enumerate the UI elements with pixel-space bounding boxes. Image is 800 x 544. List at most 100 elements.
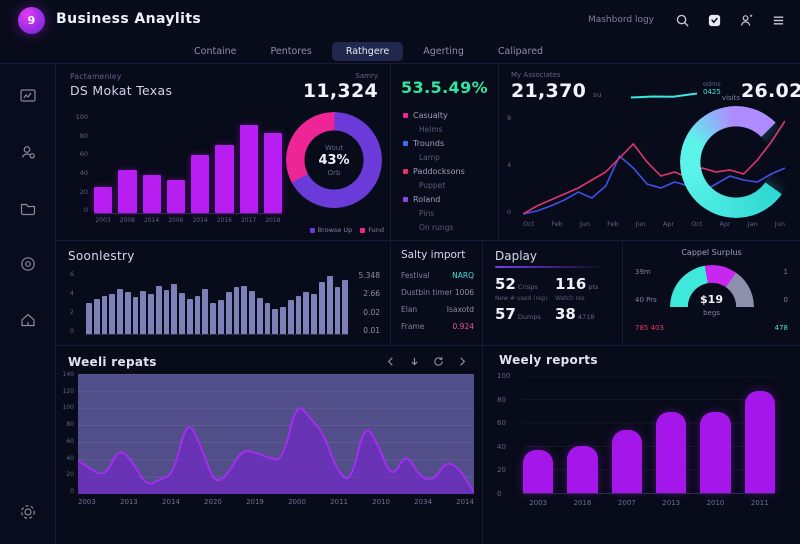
ytick: 0	[507, 208, 512, 216]
xtick: Feb	[607, 220, 619, 228]
traffic-metric-label: My Associates	[511, 71, 561, 79]
tab-pentores[interactable]: Pentores	[270, 46, 312, 57]
market-metric-label: Samry	[355, 72, 378, 80]
stat-unit: pts	[588, 283, 599, 291]
xtick: 2014	[162, 498, 180, 506]
stat-caption: Watch res	[555, 295, 585, 302]
xtick: 2011	[750, 499, 769, 507]
xtick: 2000	[288, 498, 306, 506]
header-icon-group	[675, 13, 786, 28]
histogram-bar	[101, 296, 108, 334]
bar-slot	[239, 114, 258, 213]
xtick: 2013	[120, 498, 138, 506]
stat-value: 5.348	[358, 271, 380, 280]
ytick: 80	[66, 421, 74, 429]
legend-item: Browse Up	[309, 226, 353, 234]
ytick: 0	[70, 487, 74, 495]
app-logo[interactable]: 9	[18, 7, 45, 34]
search-icon[interactable]	[675, 13, 690, 28]
refresh-icon[interactable]	[433, 356, 444, 367]
xtick: 2008	[119, 217, 136, 224]
projects-icon[interactable]	[18, 198, 38, 218]
kv-value: 1006	[454, 288, 474, 297]
weekly-reports-xaxis: 2003 2013 2014 2020 2019 2000 2011 2010 2034 2014	[78, 498, 474, 506]
tab-rathgere[interactable]: Rathgere	[331, 42, 404, 61]
profile-icon[interactable]	[739, 13, 754, 28]
histogram-bar	[109, 294, 116, 334]
display-title: Daplay	[495, 249, 537, 263]
xtick: 2003	[78, 498, 96, 506]
arrow-right-icon[interactable]	[457, 356, 468, 367]
histogram-bar	[256, 298, 263, 334]
stat-value: 0.02	[363, 307, 380, 317]
histogram-bar	[287, 300, 294, 334]
bar	[215, 144, 234, 213]
xtick: 2014	[143, 217, 160, 224]
tab-calipared[interactable]: Calipared	[497, 46, 544, 57]
stat-cell: 52 Crisps	[495, 274, 555, 293]
list-label: Trounds	[413, 138, 445, 148]
histogram-bar	[140, 291, 147, 334]
stat-value: 2.66	[363, 289, 380, 299]
user-search-icon[interactable]	[18, 142, 38, 162]
dashboard-icon[interactable]	[18, 86, 38, 106]
tab-containe[interactable]: Containe	[194, 46, 237, 57]
traffic-chart-xaxis: Oct Feb Jun Feb Jun Apr Oct Apr Jan Jun	[523, 220, 785, 228]
bar	[263, 132, 282, 213]
stat-caption: New # used (rep)	[495, 295, 548, 302]
stat-unit: Dumps	[517, 313, 541, 321]
market-metric-value: 11,324	[302, 80, 378, 102]
menu-icon[interactable]	[771, 13, 786, 28]
list-label: On rungs	[419, 222, 454, 232]
kv-label: Frame	[401, 322, 425, 331]
histogram-bar	[155, 285, 162, 334]
market-title: DS Mokat Texas	[70, 83, 173, 98]
traffic-metric-number: 21,370	[511, 80, 587, 102]
xtick: 2017	[240, 217, 257, 224]
history-icon[interactable]	[18, 254, 38, 274]
ytick: 60	[79, 150, 88, 159]
xtick: 2020	[204, 498, 222, 506]
spark-value: 0425	[703, 88, 721, 96]
histogram-bar	[241, 285, 248, 334]
donut-center-value: 43%	[318, 152, 350, 168]
list-marker	[403, 112, 408, 118]
market-donut-chart: Wout 43% Orb	[286, 112, 382, 208]
weekly-results-yaxis: 100 80 60 40 20 0	[497, 372, 510, 498]
side-stat: 40 Prs	[635, 296, 657, 304]
panel-traffic: My Associates 21,370 su odms 0425 26.02 …	[498, 64, 800, 240]
arrow-down-icon[interactable]	[409, 356, 420, 367]
arrow-left-icon[interactable]	[385, 356, 396, 367]
traffic-chart-yaxis: 8 4 0	[507, 114, 511, 216]
rate-list-item: Trounds	[403, 136, 490, 150]
ytick: 40	[79, 169, 88, 178]
xtick: Apr	[662, 220, 675, 228]
market-eyebrow: Pactamenley	[70, 72, 122, 81]
stat-cell: 38 4718	[555, 304, 615, 323]
xtick: 2019	[246, 498, 264, 506]
ytick: 100	[75, 113, 88, 121]
legend-label: Browse Up	[317, 226, 353, 234]
tab-agerting[interactable]: Agerting	[423, 46, 464, 57]
market-bar-chart: 100 80 60 40 20 0 2003 2008 2014 2006 2014 2016 201…	[70, 114, 286, 234]
rate-list-item: Paddocksons	[403, 164, 490, 178]
ytick: 60	[497, 419, 506, 428]
ytick: 4	[507, 161, 512, 169]
bar	[611, 429, 642, 493]
home-icon[interactable]	[18, 310, 38, 330]
weekly-reports-toolbar	[385, 356, 468, 367]
settings-icon[interactable]	[18, 502, 38, 522]
secondary-histogram	[86, 271, 349, 335]
bar-slot	[263, 114, 282, 213]
sparkline	[631, 92, 697, 99]
stat-value: 57	[495, 305, 516, 323]
bar-slot	[523, 376, 554, 493]
notifications-icon[interactable]	[707, 13, 722, 28]
xtick: 2013	[662, 499, 681, 507]
top-bar: 9 Business Anaylits Mashbord logy	[0, 0, 800, 40]
ytick: 80	[497, 395, 506, 404]
stat-unit: 4718	[577, 313, 595, 321]
panel-salty-import: Salty import Festival NARQ Dustbin timer 10…	[390, 240, 482, 345]
ytick: 6	[70, 271, 74, 278]
